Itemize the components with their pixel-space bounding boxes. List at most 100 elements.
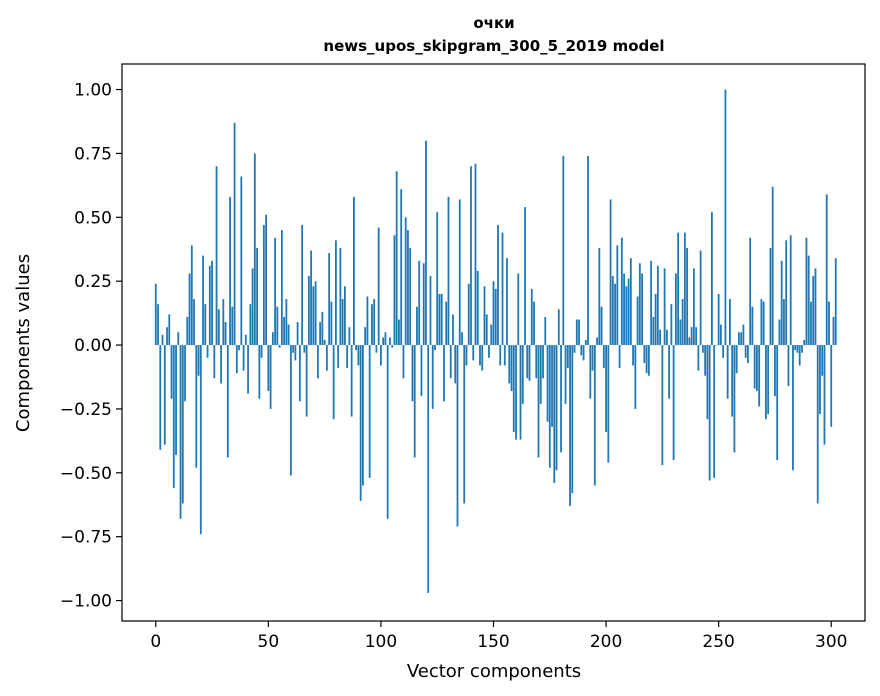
- bar-208: [623, 273, 625, 346]
- bar-53: [274, 237, 276, 346]
- bar-93: [364, 327, 367, 346]
- bar-176: [551, 345, 553, 427]
- bar-132: [452, 314, 454, 346]
- bar-181: [562, 155, 565, 346]
- bar-78: [330, 301, 333, 346]
- bar-104: [389, 337, 391, 346]
- bar-155: [503, 345, 506, 366]
- bar-281: [787, 345, 790, 386]
- bar-178: [555, 345, 558, 471]
- bar-251: [720, 324, 722, 346]
- y-tick-label: −0.75: [60, 528, 112, 548]
- bar-202: [609, 199, 612, 346]
- bar-107: [395, 171, 398, 346]
- bar-291: [810, 301, 812, 346]
- x-tick-label: 300: [815, 632, 847, 652]
- bar-42: [249, 304, 252, 346]
- bar-121: [427, 345, 430, 593]
- x-tick-label: 200: [590, 632, 622, 652]
- bar-67: [305, 345, 308, 417]
- bar-92: [362, 345, 364, 486]
- bar-101: [382, 337, 385, 346]
- y-tick-label: −0.25: [60, 400, 112, 420]
- bar-70: [312, 286, 315, 346]
- bar-34: [231, 306, 234, 346]
- y-tick-label: 0.50: [74, 208, 112, 228]
- bar-169: [535, 345, 538, 379]
- bar-91: [359, 345, 362, 501]
- bar-170: [537, 345, 540, 458]
- bar-267: [756, 345, 758, 392]
- bar-44: [253, 153, 256, 346]
- bar-193: [589, 345, 592, 399]
- bar-213: [634, 345, 637, 409]
- y-tick-label: −1.00: [60, 592, 112, 612]
- bar-232: [677, 232, 680, 346]
- bar-36: [235, 345, 238, 374]
- bar-151: [494, 288, 497, 346]
- bar-221: [652, 316, 655, 346]
- bar-280: [785, 240, 788, 346]
- bar-282: [789, 235, 792, 346]
- bar-148: [488, 345, 490, 358]
- bar-117: [418, 260, 421, 346]
- bar-32: [226, 345, 229, 458]
- bar-174: [546, 345, 549, 422]
- bar-219: [647, 345, 650, 376]
- bar-224: [659, 329, 662, 346]
- bar-227: [665, 329, 668, 346]
- bar-168: [533, 301, 535, 346]
- y-axis: 1.00 0.75 0.50 0.25 0.00 −0.25 −0.50 −0.75 −1.00: [60, 81, 122, 612]
- bar-23: [206, 345, 209, 358]
- bar-138: [465, 345, 468, 366]
- bar-114: [411, 345, 414, 402]
- bar-37: [238, 345, 240, 351]
- bar-297: [823, 345, 826, 445]
- bar-220: [650, 260, 653, 346]
- bar-124: [434, 345, 436, 351]
- y-tick-label: 1.00: [74, 81, 112, 101]
- bar-128: [443, 345, 445, 402]
- bar-20: [199, 345, 202, 535]
- bar-96: [371, 304, 373, 346]
- bar-230: [672, 345, 675, 461]
- bar-146: [483, 286, 486, 346]
- bar-154: [501, 232, 504, 346]
- bar-134: [456, 345, 459, 527]
- bar-153: [499, 345, 502, 366]
- bar-188: [578, 319, 580, 346]
- bar-277: [778, 319, 781, 346]
- bar-72: [316, 345, 319, 379]
- bar-137: [463, 345, 466, 504]
- bar-68: [307, 276, 310, 346]
- bar-110: [402, 345, 405, 379]
- bar-1: [157, 304, 159, 346]
- bar-31: [224, 322, 227, 346]
- bar-89: [355, 345, 358, 351]
- bar-262: [744, 345, 747, 358]
- bar-19: [197, 345, 200, 376]
- bar-135: [458, 199, 461, 346]
- bar-141: [472, 345, 475, 361]
- bar-180: [560, 345, 562, 453]
- bar-106: [393, 235, 396, 346]
- bar-283: [792, 345, 794, 471]
- bar-38: [240, 176, 243, 346]
- bar-234: [681, 299, 684, 346]
- bar-228: [668, 345, 671, 399]
- bar-157: [508, 345, 511, 384]
- bar-69: [310, 250, 313, 346]
- bar-6: [168, 314, 171, 346]
- bar-14: [186, 316, 189, 346]
- bar-284: [794, 345, 797, 351]
- bar-131: [449, 345, 452, 379]
- bar-55: [278, 345, 281, 348]
- bar-41: [247, 345, 249, 394]
- bar-179: [557, 309, 560, 346]
- bar-197: [598, 247, 601, 346]
- bar-94: [366, 296, 369, 346]
- bar-17: [193, 299, 195, 346]
- bar-13: [184, 345, 186, 402]
- bar-223: [656, 265, 659, 346]
- bar-27: [215, 166, 218, 346]
